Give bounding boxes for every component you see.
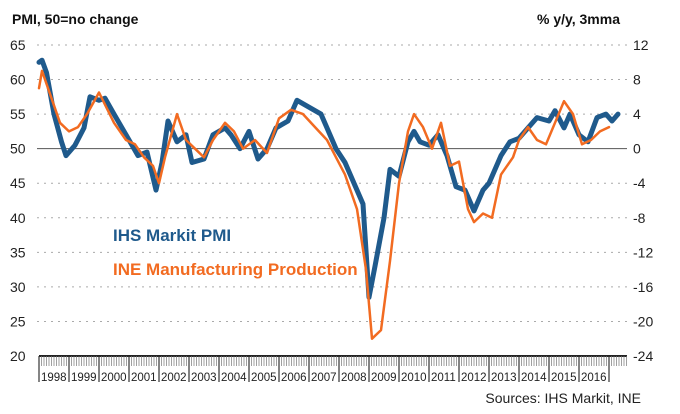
legend-pmi: IHS Markit PMI bbox=[113, 226, 232, 245]
x-tick-label: 2000 bbox=[101, 372, 127, 384]
left-tick-label: 25 bbox=[10, 313, 26, 329]
x-tick-label: 2008 bbox=[341, 372, 367, 384]
x-tick-label: 2011 bbox=[431, 372, 456, 384]
left-tick-label: 55 bbox=[10, 106, 26, 122]
x-tick-label: 2009 bbox=[371, 372, 397, 384]
x-tick-label: 2007 bbox=[311, 372, 337, 384]
right-tick-label: -20 bbox=[633, 313, 653, 329]
right-tick-label: 0 bbox=[633, 141, 641, 157]
x-tick-label: 1998 bbox=[41, 372, 67, 384]
x-tick-label: 2005 bbox=[251, 372, 277, 384]
x-tick-label: 2003 bbox=[191, 372, 217, 384]
right-tick-label: -4 bbox=[633, 175, 646, 191]
x-tick-label: 2004 bbox=[221, 372, 247, 384]
x-tick-label: 2013 bbox=[491, 372, 517, 384]
right-tick-label: -12 bbox=[633, 244, 653, 260]
right-tick-label: 4 bbox=[633, 106, 641, 122]
x-tick-label: 1999 bbox=[71, 372, 97, 384]
x-tick-label: 2016 bbox=[581, 372, 607, 384]
right-tick-label: -16 bbox=[633, 279, 653, 295]
x-tick-label: 2015 bbox=[551, 372, 577, 384]
right-tick-label: -24 bbox=[633, 348, 653, 364]
x-tick-label: 2010 bbox=[401, 372, 427, 384]
legend-production: INE Manufacturing Production bbox=[113, 260, 358, 279]
x-tick-label: 2012 bbox=[461, 372, 487, 384]
right-tick-label: -8 bbox=[633, 210, 646, 226]
x-tick-label: 2006 bbox=[281, 372, 307, 384]
series-lines bbox=[36, 57, 621, 340]
left-axis-title: PMI, 50=no change bbox=[12, 11, 139, 27]
left-tick-label: 45 bbox=[10, 175, 26, 191]
right-tick-label: 8 bbox=[633, 72, 641, 88]
x-axis: 1998 1999 2000 2001 2002 2003 2004 2005 2006 2007… bbox=[38, 355, 627, 384]
series-line-production bbox=[37, 69, 611, 340]
right-axis-title: % y/y, 3mma bbox=[536, 11, 620, 27]
left-tick-label: 20 bbox=[10, 348, 26, 364]
right-tick-label: 12 bbox=[633, 37, 649, 53]
x-tick-label: 2002 bbox=[161, 372, 187, 384]
left-tick-label: 40 bbox=[10, 210, 26, 226]
right-axis-ticks: 12 8 4 0 -4 -8 -12 -16 -20 -24 bbox=[633, 37, 653, 364]
left-tick-label: 60 bbox=[10, 72, 26, 88]
x-tick-label: 2001 bbox=[131, 372, 157, 384]
left-tick-label: 35 bbox=[10, 244, 26, 260]
x-tick-label: 2014 bbox=[521, 372, 547, 384]
source-note: Sources: IHS Markit, INE bbox=[485, 390, 641, 406]
left-axis-ticks: 65 60 55 50 45 40 35 30 25 20 bbox=[10, 37, 26, 364]
left-tick-label: 50 bbox=[10, 141, 26, 157]
left-tick-label: 30 bbox=[10, 279, 26, 295]
left-tick-label: 65 bbox=[10, 37, 26, 53]
